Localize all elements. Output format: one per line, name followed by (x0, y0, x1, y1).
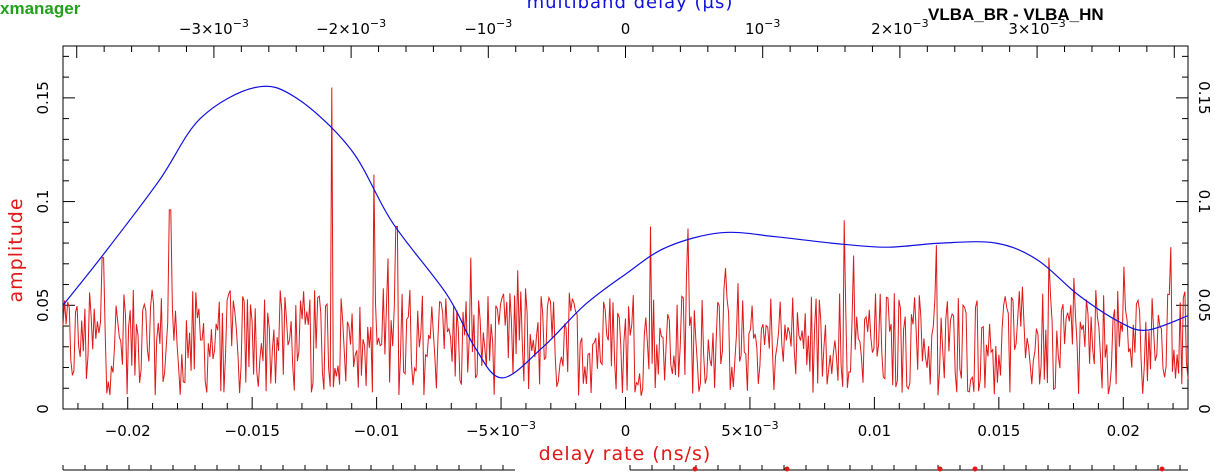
lower-panel-point (1159, 466, 1165, 472)
top-tick-label: −2×10−3 (316, 17, 386, 38)
bottom-tick-label: 0 (621, 422, 631, 440)
bottom-tick-label: −0.02 (105, 422, 151, 440)
bottom-tick-label: −5×10−3 (466, 419, 536, 440)
lower-panel-point (692, 466, 698, 472)
series-layer (62, 85, 1189, 396)
lower-panel-ticks (62, 465, 1181, 472)
delay-rate-series (62, 87, 1189, 396)
y-tick-label-left: 0.05 (34, 289, 52, 322)
ticks-layer (63, 46, 1188, 410)
bottom-tick-label: 0.01 (858, 422, 891, 440)
y-axis-label: amplitude (5, 197, 27, 302)
y-tick-label-left: 0 (34, 404, 52, 414)
top-tick-label: −3×10−3 (179, 17, 249, 38)
y-tick-label-right: 0.15 (1195, 81, 1213, 114)
y-tick-label-right: 0.05 (1195, 289, 1213, 322)
top-tick-label: 0 (621, 20, 631, 38)
bottom-tick-label: 0.02 (1107, 422, 1140, 440)
lower-panel-point (937, 466, 943, 472)
bottom-tick-label: 0.015 (977, 422, 1020, 440)
y-tick-label-left: 0.15 (34, 81, 52, 114)
lower-panel-point (784, 466, 790, 472)
y-tick-label-right: 0 (1195, 404, 1213, 414)
baseline-title: VLBA_BR - VLBA_HN (928, 5, 1104, 24)
app-title: xmanager (0, 0, 81, 18)
bottom-tick-label: 5×10−3 (721, 419, 778, 440)
y-tick-label-left: 0.1 (34, 190, 52, 214)
lower-panel-point (972, 466, 978, 472)
multiband-delay-series (62, 85, 1189, 379)
top-tick-label: 3×10−3 (1008, 17, 1065, 38)
y-tick-label-right: 0.1 (1195, 190, 1213, 214)
top-tick-label: 2×10−3 (871, 17, 928, 38)
top-tick-label: 10−3 (745, 17, 780, 38)
x-axis-label: delay rate (ns/s) (539, 443, 712, 465)
plot-frame (62, 45, 1189, 410)
top-tick-label: −10−3 (464, 17, 512, 38)
bottom-tick-label: −0.01 (354, 422, 400, 440)
top-axis-label: multiband delay (µs) (526, 0, 734, 13)
bottom-tick-label: −0.015 (224, 422, 280, 440)
tick-labels-layer: −0.02 −0.015 −0.01 −5×10−3 0 5×10−3 0.01 0.015 0… (34, 17, 1213, 440)
